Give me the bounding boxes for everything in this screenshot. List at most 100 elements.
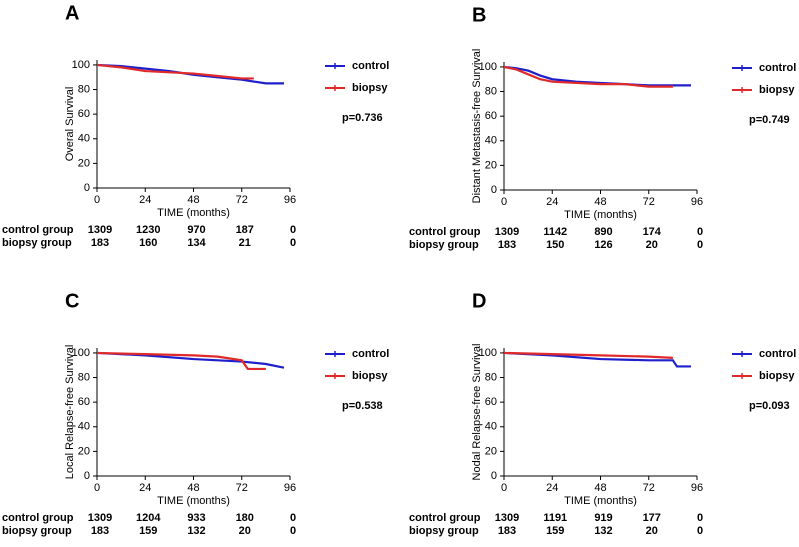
x-axis-label: TIME (months) [157, 495, 230, 507]
risk-count: 174 [643, 226, 662, 238]
x-tick-label: 48 [594, 482, 606, 494]
risk-count: 20 [646, 239, 658, 251]
risk-count: 919 [594, 512, 612, 524]
y-tick-label: 0 [491, 470, 497, 482]
x-tick-label: 48 [187, 482, 199, 494]
x-tick-label: 96 [284, 194, 296, 206]
risk-count: 1309 [88, 512, 112, 524]
y-tick-label: 60 [78, 108, 90, 120]
y-tick-label: 80 [78, 83, 90, 95]
y-axis-label: Overal Survival [64, 87, 76, 162]
y-tick-label: 80 [78, 371, 90, 383]
panel-label: D [472, 290, 486, 312]
y-tick-label: 60 [485, 396, 497, 408]
p-value: p=0.736 [342, 112, 383, 124]
risk-count: 150 [546, 239, 564, 251]
x-tick-label: 0 [501, 482, 507, 494]
x-tick-label: 0 [501, 196, 507, 208]
x-tick-label: 24 [139, 482, 151, 494]
survival-curve [503, 351, 673, 359]
x-tick-label: 0 [94, 482, 100, 494]
y-tick-label: 100 [72, 347, 90, 359]
x-axis-label: TIME (months) [564, 495, 637, 507]
y-tick-label: 60 [485, 110, 497, 122]
risk-count: 183 [498, 239, 516, 251]
legend-label: control [759, 62, 796, 74]
x-axis-label: TIME (months) [564, 209, 637, 221]
panel-label: B [472, 4, 486, 26]
x-tick-label: 72 [643, 196, 655, 208]
survival-curve [96, 63, 284, 85]
y-tick-label: 20 [78, 445, 90, 457]
risk-count: 1309 [88, 224, 112, 236]
survival-curve [503, 65, 691, 87]
legend-label: biopsy [759, 370, 795, 382]
legend-label: biopsy [352, 370, 388, 382]
y-tick-label: 80 [485, 85, 497, 97]
y-tick-label: 20 [485, 445, 497, 457]
risk-count: 160 [139, 237, 157, 249]
risk-count: 132 [594, 525, 612, 537]
x-axis-label: TIME (months) [157, 207, 230, 219]
legend-label: biopsy [352, 82, 388, 94]
risk-count: 183 [91, 525, 109, 537]
risk-count: 180 [236, 512, 254, 524]
panel-label: C [65, 290, 79, 312]
x-tick-label: 24 [546, 482, 558, 494]
risk-row-label: biopsy group [2, 237, 72, 249]
x-tick-label: 48 [594, 196, 606, 208]
y-axis-label: Local Relapse-free Survival [64, 345, 76, 480]
y-tick-label: 100 [72, 59, 90, 71]
risk-count: 177 [643, 512, 661, 524]
y-tick-label: 40 [485, 421, 497, 433]
risk-count: 1309 [495, 512, 519, 524]
p-value: p=0.538 [342, 400, 383, 412]
y-tick-label: 20 [78, 157, 90, 169]
x-tick-label: 96 [284, 482, 296, 494]
risk-count: 134 [187, 237, 206, 249]
x-tick-label: 96 [691, 196, 703, 208]
risk-count: 0 [290, 237, 296, 249]
survival-curve [96, 351, 266, 371]
risk-row-label: biopsy group [409, 525, 479, 537]
risk-count: 20 [239, 525, 251, 537]
y-tick-label: 40 [78, 133, 90, 145]
risk-count: 1191 [543, 512, 567, 524]
y-tick-label: 20 [485, 159, 497, 171]
x-tick-label: 24 [139, 194, 151, 206]
risk-count: 126 [594, 239, 612, 251]
y-tick-label: 0 [491, 184, 497, 196]
risk-row-label: biopsy group [409, 239, 479, 251]
risk-row-label: control group [2, 512, 74, 524]
risk-row-label: biopsy group [2, 525, 72, 537]
risk-count: 1230 [136, 224, 160, 236]
legend-label: control [352, 348, 389, 360]
x-tick-label: 0 [94, 194, 100, 206]
risk-count: 0 [697, 525, 703, 537]
risk-count: 0 [697, 239, 703, 251]
risk-count: 159 [546, 525, 564, 537]
x-tick-label: 72 [236, 194, 248, 206]
y-tick-label: 80 [485, 371, 497, 383]
risk-count: 132 [187, 525, 205, 537]
survival-curve [96, 63, 254, 80]
legend-label: control [352, 60, 389, 72]
risk-count: 183 [91, 237, 109, 249]
x-tick-label: 48 [187, 194, 199, 206]
y-tick-label: 60 [78, 396, 90, 408]
legend-label: control [759, 348, 796, 360]
risk-row-label: control group [2, 224, 74, 236]
y-tick-label: 0 [84, 182, 90, 194]
risk-count: 20 [646, 525, 658, 537]
y-tick-label: 0 [84, 470, 90, 482]
p-value: p=0.093 [749, 400, 790, 412]
risk-count: 183 [498, 525, 516, 537]
legend-label: biopsy [759, 84, 795, 96]
y-tick-label: 40 [78, 421, 90, 433]
survival-curve [503, 65, 673, 88]
risk-count: 0 [697, 226, 703, 238]
risk-count: 21 [239, 237, 251, 249]
x-tick-label: 72 [236, 482, 248, 494]
risk-row-label: control group [409, 226, 481, 238]
